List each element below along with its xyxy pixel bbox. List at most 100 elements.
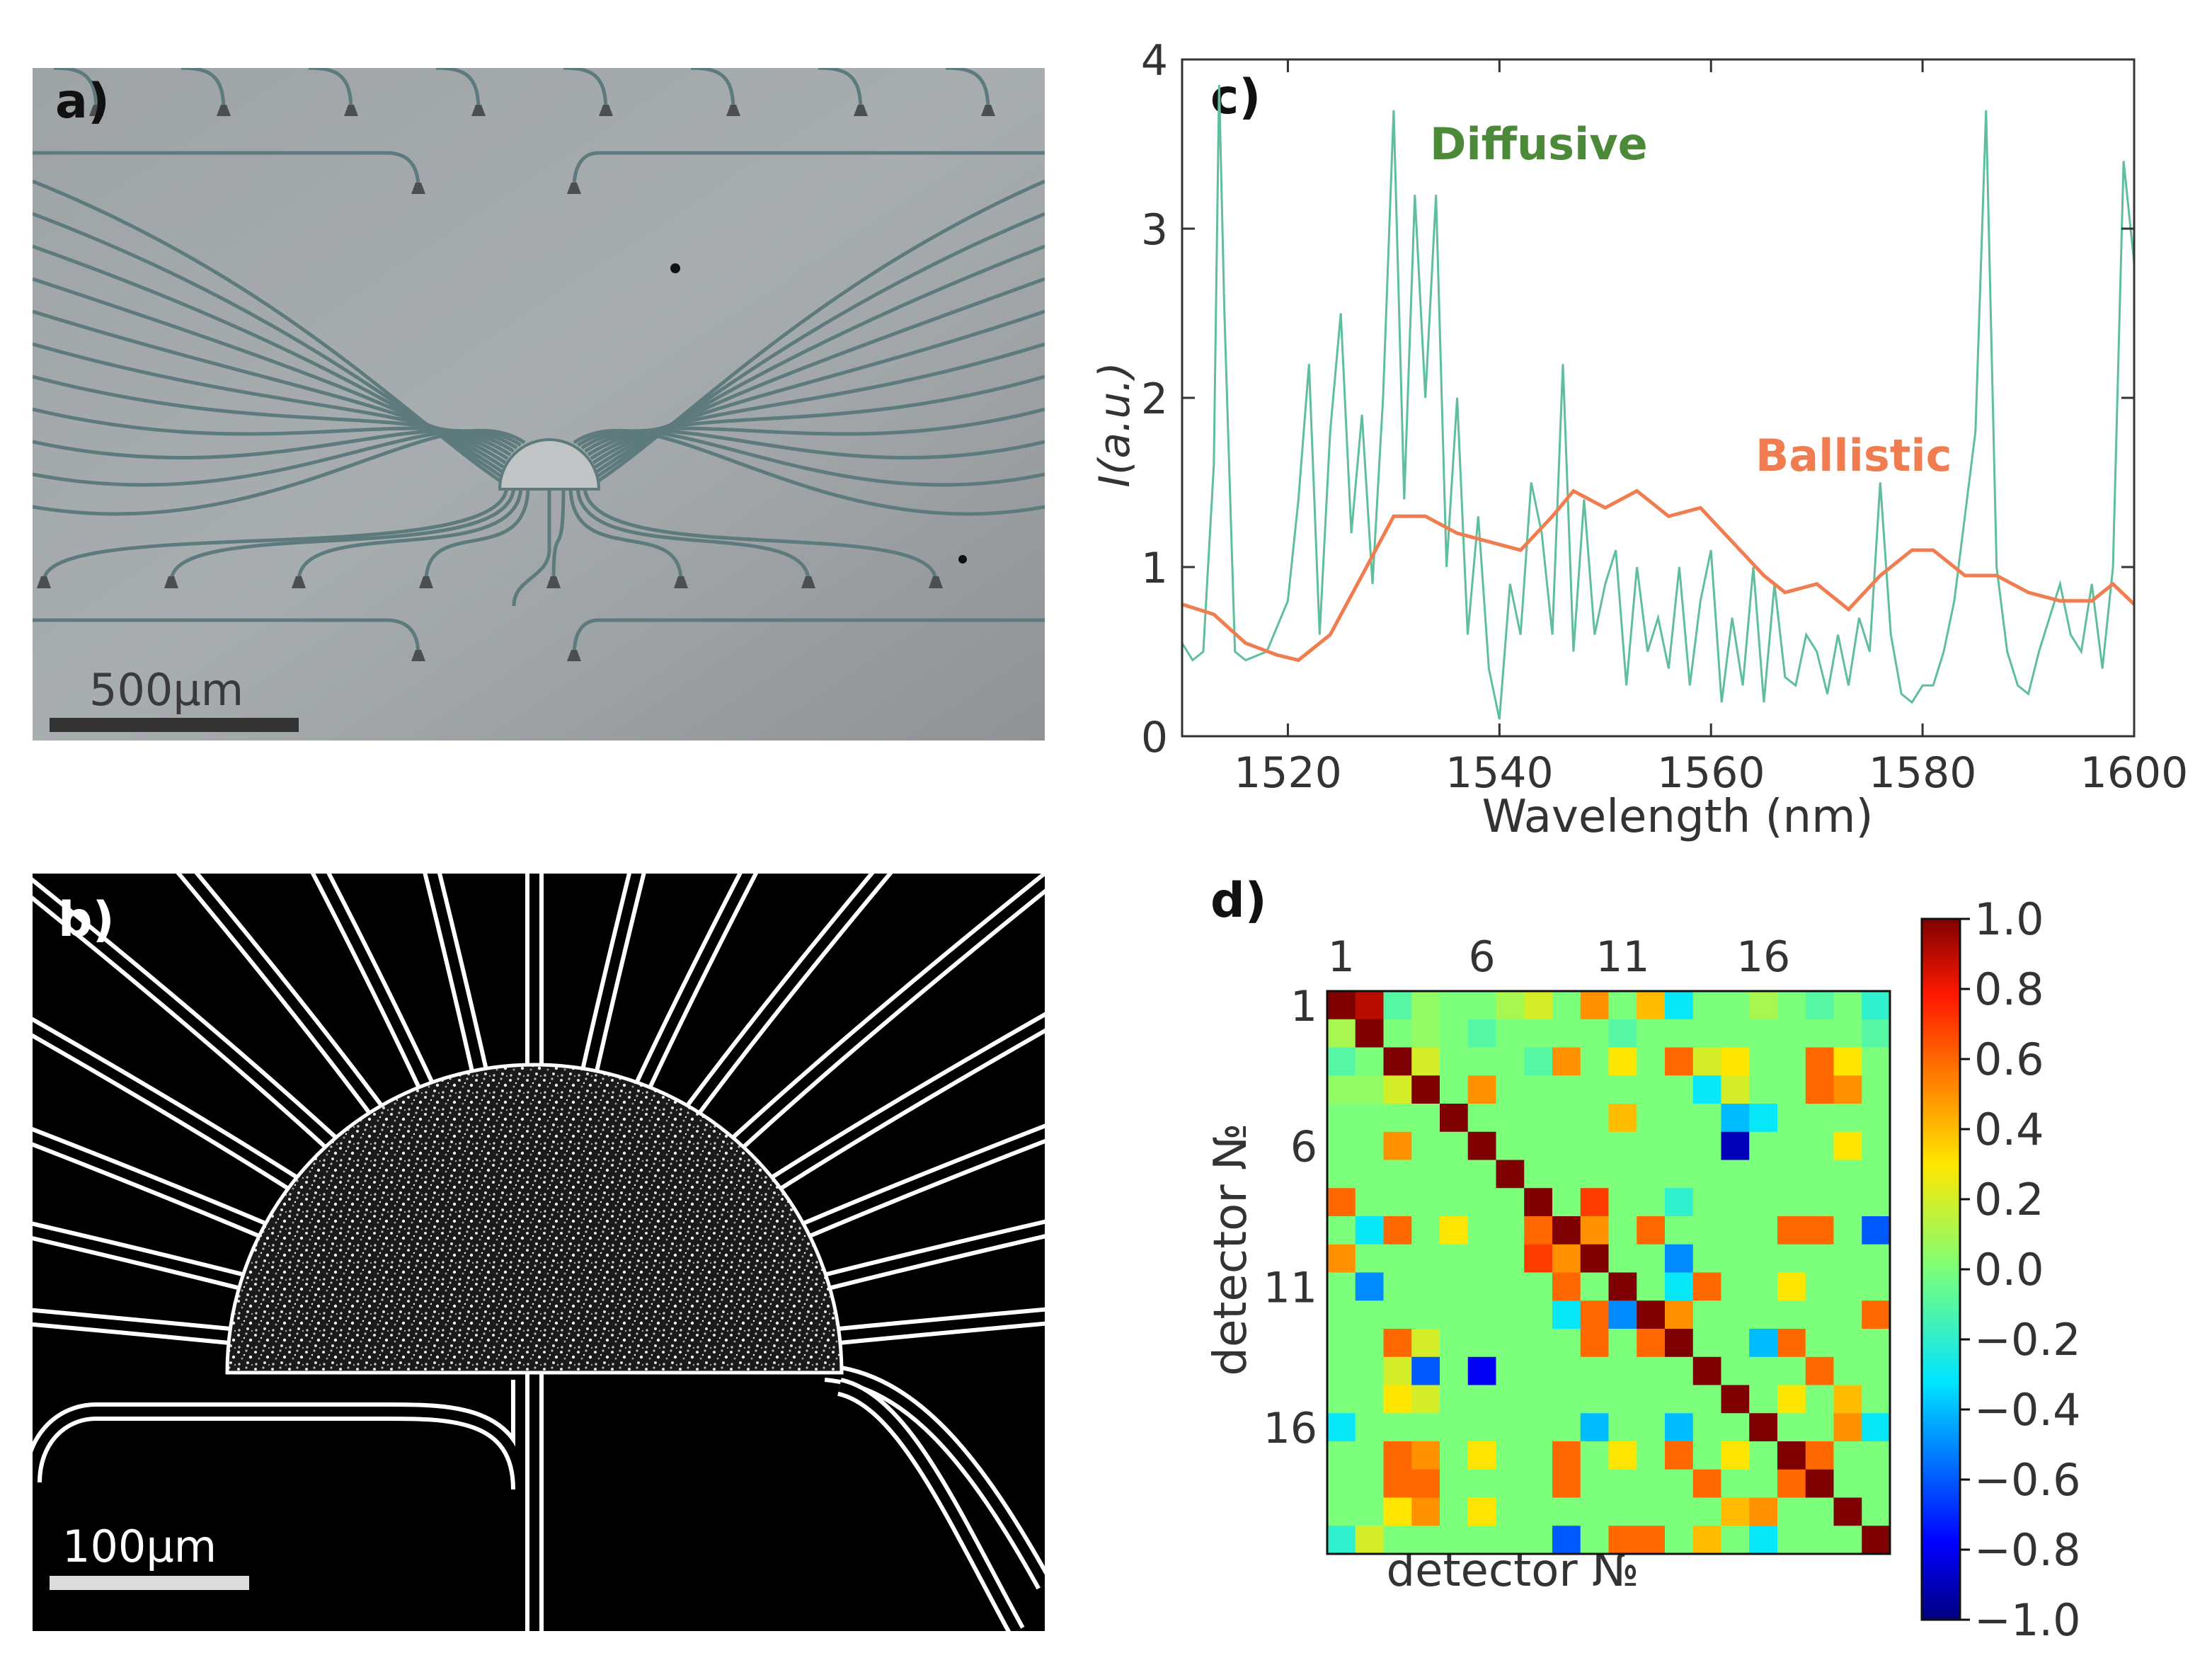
waveguide [573,428,1045,516]
heatmap-cell [1327,1356,1356,1385]
y-tick-label: 1 [1141,544,1168,593]
heatmap-cell [1721,1075,1750,1104]
heatmap-cell [1608,1469,1637,1498]
heatmap-y-tick-label: 6 [1290,1123,1317,1172]
heatmap-cell [1524,1356,1553,1385]
heatmap-cell [1862,1216,1891,1245]
waveguide [33,428,526,516]
heatmap-cell [1665,1526,1694,1555]
heatmap-cell [1749,1526,1778,1555]
heatmap-cell [1440,1413,1469,1442]
heatmap-cell [1721,1047,1750,1076]
heatmap-cell [1749,1497,1778,1526]
heatmap-cell [1552,1160,1581,1189]
grating-coupler [674,576,688,588]
heatmap-cell [1665,1104,1694,1133]
heatmap-cell [1411,1272,1440,1301]
heatmap-cell [1777,1385,1806,1414]
heatmap-cell [1496,1469,1525,1498]
heatmap-cell [1862,1188,1891,1217]
colorbar-tick-label: 1.0 [1974,893,2044,945]
heatmap-cell [1496,1497,1525,1526]
heatmap-cell [1665,1160,1694,1189]
heatmap-cell [1411,1244,1440,1273]
heatmap-cell [1467,1329,1496,1358]
heatmap-cell [1327,1216,1356,1245]
heatmap-cell [1383,1188,1412,1217]
heatmap-cell [1833,1244,1862,1273]
heatmap-cell [1805,1216,1834,1245]
heatmap-cell [1833,1188,1862,1217]
heatmap-cell [1805,1272,1834,1301]
heatmap-cell [1777,1356,1806,1385]
heatmap-cell [1805,1385,1834,1414]
heatmap-cell [1383,1526,1412,1555]
panel-c-spectrum-chart: c) Diffusive Ballistic Wavelength (nm) I… [1090,36,2188,843]
series-line-diffusive [1181,84,2136,720]
heatmap-cell [1692,1385,1721,1414]
waveguide-core [638,874,754,1087]
heatmap-cell [1524,1131,1553,1160]
heatmap-cell [1721,1469,1750,1498]
waveguide [424,485,530,582]
heatmap-cell [1552,1356,1581,1385]
waveguide-array-b [33,874,1045,1631]
heatmap-cell [1327,1244,1356,1273]
heatmap-cell [1467,1216,1496,1245]
x-axis-label: Wavelength (nm) [1482,791,1874,843]
scattering-region-a [498,438,601,491]
heatmap-cell [1580,1047,1609,1076]
heatmap-cell [1327,1526,1356,1555]
heatmap-cell [1749,1329,1778,1358]
heatmap-cell [1524,1385,1553,1414]
heatmap-cell [1355,1019,1384,1048]
heatmap-cell [1665,1131,1694,1160]
heatmap-cell [1552,1104,1581,1133]
heatmap-cell [1496,1160,1525,1189]
heatmap-cell [1862,1329,1891,1358]
waveguide [42,485,509,582]
heatmap-cell [1383,1300,1412,1329]
heatmap-cell [1580,1019,1609,1048]
heatmap-cell [1665,1413,1694,1442]
heatmap-cell [1440,1300,1469,1329]
heatmap-cell [1355,1104,1384,1133]
heatmap-cell [1637,1413,1666,1442]
panel-b-micrograph: b) 100µm [33,874,1045,1631]
waveguide [597,212,1045,478]
heatmap-cell [1692,1272,1721,1301]
heatmap-cell [1552,1441,1581,1470]
heatmap-cell [1862,1497,1891,1526]
heatmap-cell [1524,1047,1553,1076]
heatmap-cell [1721,1441,1750,1470]
heatmap-cell [1777,1019,1806,1048]
heatmap-cell [1411,1160,1440,1189]
heatmap-cell [1467,1441,1496,1470]
heatmap-cell [1411,1216,1440,1245]
heatmap-cell [1862,1526,1891,1555]
plot-frame [1181,58,2136,738]
colorbar-tick-label: −0.6 [1974,1454,2081,1506]
heatmap-cell [1805,1413,1834,1442]
grating-coupler [567,183,581,194]
x-tick-label: 1520 [1234,748,1342,798]
heatmap-cell [1805,1329,1834,1358]
waveguide-core [33,1312,230,1341]
heatmap-cell [1777,1272,1806,1301]
heatmap-cell [1833,1526,1862,1555]
heatmap-cell [1355,1216,1384,1245]
waveguide [587,374,1045,457]
heatmap-cell [1411,1413,1440,1442]
waveguide [180,68,226,111]
waveguide [33,374,512,457]
heatmap-cell [1467,1413,1496,1442]
heatmap-cell [1355,1188,1384,1217]
grating-coupler [726,105,740,116]
heatmap-cell [1862,1413,1891,1442]
heatmap-cell [1608,1413,1637,1442]
heatmap-cell [1777,1413,1806,1442]
heatmap-cell [1777,1131,1806,1160]
heatmap-cell [1440,991,1469,1020]
heatmap-cell [1327,1272,1356,1301]
waveguide-core [804,1128,1045,1235]
